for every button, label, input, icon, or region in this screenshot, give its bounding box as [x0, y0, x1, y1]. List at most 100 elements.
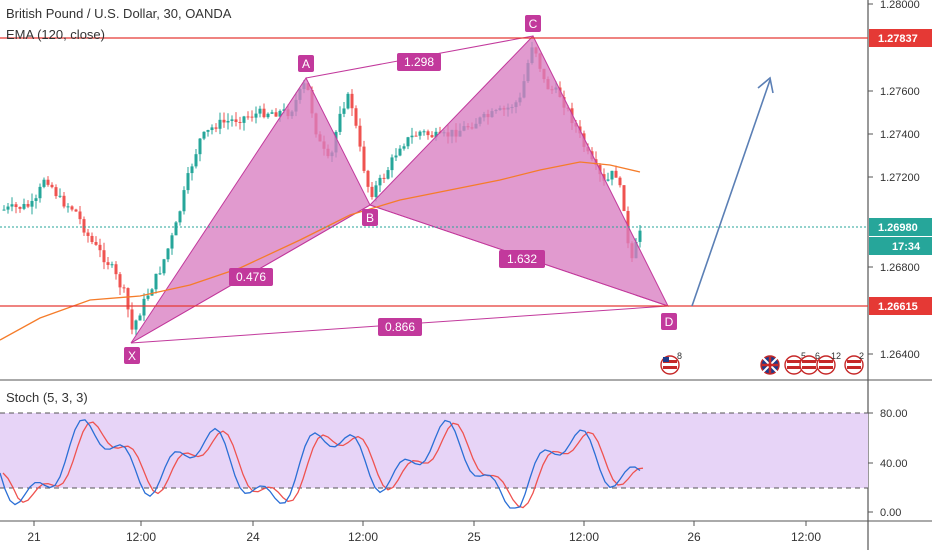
svg-text:12: 12 [831, 351, 841, 361]
candle-body [22, 204, 26, 209]
svg-text:1.298: 1.298 [404, 55, 434, 69]
svg-text:5: 5 [801, 351, 806, 361]
candle-body [114, 264, 118, 275]
candle-body [102, 250, 106, 263]
svg-text:8: 8 [677, 351, 682, 361]
stoch-k-line [0, 419, 641, 509]
candle-body [358, 125, 362, 147]
current-price-badge: 1.26980 [869, 218, 932, 236]
candle-body [2, 209, 6, 211]
candle-body [342, 108, 346, 114]
support-price-badge: 1.26615 [869, 297, 932, 315]
candle-body [282, 109, 286, 111]
svg-text:2: 2 [859, 351, 864, 361]
candle-body [58, 195, 62, 197]
candle-body [426, 131, 430, 136]
candle-body [250, 116, 254, 118]
candle-body [130, 309, 134, 330]
arrow-head-icon [757, 76, 774, 94]
candle-body [202, 131, 206, 139]
price-tick: 1.28000 [880, 0, 920, 11]
stoch-legend[interactable]: Stoch (5, 3, 3) [6, 390, 88, 405]
us-flag-icon[interactable]: 2 [844, 351, 864, 375]
candle-body [106, 262, 110, 265]
svg-text:1.26615: 1.26615 [878, 301, 918, 313]
candle-body [258, 108, 262, 114]
candle-body [614, 170, 618, 178]
candle-body [262, 108, 266, 118]
resistance-price-badge: 1.27837 [869, 29, 932, 47]
candle-body [10, 204, 14, 207]
point-label-d: D [661, 313, 677, 330]
svg-text:1.27837: 1.27837 [878, 33, 918, 45]
candle-body [162, 259, 166, 274]
candle-body [206, 130, 210, 132]
candle-body [46, 179, 50, 185]
candle-body [422, 131, 426, 133]
candle-body [374, 185, 378, 197]
candle-body [278, 110, 282, 117]
candle-body [158, 273, 162, 275]
stoch-tick: 40.00 [880, 458, 908, 470]
us-flag-icon[interactable]: 8 [660, 351, 682, 375]
candle-body [142, 298, 146, 316]
candle-body [274, 112, 278, 117]
time-axis: 21 12:00 24 12:00 25 12:00 26 12:00 [27, 521, 821, 544]
candle-body [414, 135, 418, 137]
candle-body [346, 93, 350, 109]
point-label-b: B [362, 209, 378, 226]
projection-arrow[interactable] [691, 76, 774, 307]
events-row[interactable]: 8 5 6 [660, 351, 864, 375]
time-tick: 21 [27, 530, 41, 544]
candle-body [338, 113, 342, 132]
candle-body [270, 112, 274, 114]
candle-body [146, 295, 150, 299]
svg-text:1.26980: 1.26980 [878, 222, 918, 234]
candle-body [230, 119, 234, 121]
candle-body [62, 195, 66, 207]
candle-body [218, 119, 222, 129]
candle-body [54, 187, 58, 197]
candle-body [606, 179, 610, 181]
candle-body [98, 244, 102, 251]
symbol-title[interactable]: British Pound / U.S. Dollar, 30, OANDA [6, 6, 232, 21]
candle-body [198, 138, 202, 155]
ratio-label-ab-ac: 1.298 [397, 53, 441, 71]
price-axis: 1.28000 1.27600 1.27400 1.27200 1.26800 … [868, 0, 920, 361]
us-flag-icon[interactable]: 5 [784, 351, 806, 375]
us-flag-icon[interactable]: 6 [799, 351, 820, 375]
candle-body [366, 170, 370, 187]
candle-body [430, 135, 434, 138]
candle-body [370, 186, 374, 197]
point-label-c: C [525, 15, 541, 32]
point-label-a: A [298, 55, 314, 72]
candle-body [214, 127, 218, 129]
stoch-axis: 80.00 40.00 0.00 [868, 408, 908, 519]
svg-text:6: 6 [815, 351, 820, 361]
candle-body [638, 230, 642, 242]
candle-body [350, 93, 354, 109]
uk-flag-icon[interactable] [760, 355, 780, 375]
candle-body [118, 274, 122, 288]
price-tick: 1.27600 [880, 86, 920, 98]
us-flag-icon[interactable]: 12 [816, 351, 841, 375]
time-tick: 25 [467, 530, 481, 544]
ema-legend[interactable]: EMA (120, close) [6, 27, 105, 42]
candle-body [410, 135, 414, 138]
harmonic-pattern[interactable] [130, 35, 669, 344]
svg-text:X: X [128, 349, 136, 363]
candle-body [418, 131, 422, 136]
svg-text:C: C [529, 17, 538, 31]
candle-body [18, 206, 22, 209]
candle-body [254, 113, 258, 118]
candle-body [166, 248, 170, 260]
stoch-tick: 0.00 [880, 507, 901, 519]
candle-body [238, 121, 242, 123]
point-label-x: X [124, 347, 140, 364]
candle-body [190, 166, 194, 174]
candle-body [242, 116, 246, 123]
time-tick: 24 [246, 530, 260, 544]
candle-body [170, 235, 174, 249]
candle-body [94, 242, 98, 245]
